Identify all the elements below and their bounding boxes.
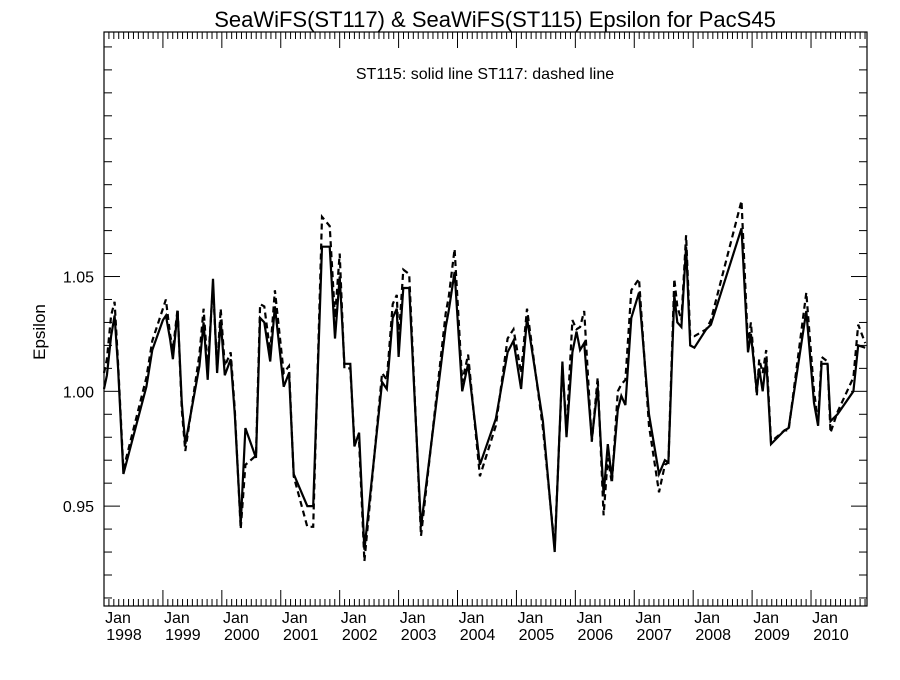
x-tick-year-label: 2002 bbox=[342, 627, 378, 644]
y-tick-label: 0.95 bbox=[63, 499, 94, 516]
x-tick-month-label: Jan bbox=[282, 610, 308, 627]
x-tick-year-label: 2010 bbox=[813, 627, 849, 644]
x-tick-month-label: Jan bbox=[635, 610, 661, 627]
x-tick-month-label: Jan bbox=[694, 610, 720, 627]
x-tick-month-label: Jan bbox=[105, 610, 131, 627]
x-tick-year-label: 2006 bbox=[578, 627, 614, 644]
series-style-annotation: ST115: solid line ST117: dashed line bbox=[356, 66, 614, 83]
chart-title: SeaWiFS(ST117) & SeaWiFS(ST115) Epsilon … bbox=[214, 7, 776, 32]
plot-frame bbox=[103, 31, 868, 607]
x-tick-month-label: Jan bbox=[341, 610, 367, 627]
x-tick-year-label: 2003 bbox=[401, 627, 437, 644]
x-tick-month-label: Jan bbox=[400, 610, 426, 627]
y-tick-label: 1.00 bbox=[63, 384, 94, 401]
x-tick-year-label: 1999 bbox=[165, 627, 201, 644]
y-tick-label: 1.05 bbox=[63, 270, 94, 287]
x-tick-month-label: Jan bbox=[576, 610, 602, 627]
series-line-st117 bbox=[102, 200, 867, 562]
x-tick-year-label: 2009 bbox=[754, 627, 790, 644]
axis-ticks: 0.951.001.05Jan1998Jan1999Jan2000Jan2001… bbox=[63, 32, 867, 644]
series-layer bbox=[102, 200, 867, 562]
x-tick-year-label: 1998 bbox=[106, 627, 142, 644]
x-tick-year-label: 2007 bbox=[636, 627, 672, 644]
x-tick-month-label: Jan bbox=[753, 610, 779, 627]
x-tick-month-label: Jan bbox=[812, 610, 838, 627]
x-tick-year-label: 2008 bbox=[695, 627, 731, 644]
series-line-st115 bbox=[102, 227, 866, 553]
x-tick-year-label: 2000 bbox=[224, 627, 260, 644]
x-tick-month-label: Jan bbox=[518, 610, 544, 627]
x-tick-month-label: Jan bbox=[164, 610, 190, 627]
x-tick-year-label: 2005 bbox=[519, 627, 555, 644]
x-tick-month-label: Jan bbox=[459, 610, 485, 627]
y-axis-label: Epsilon bbox=[30, 304, 49, 360]
x-tick-month-label: Jan bbox=[223, 610, 249, 627]
x-tick-year-label: 2001 bbox=[283, 627, 319, 644]
x-tick-year-label: 2004 bbox=[460, 627, 496, 644]
